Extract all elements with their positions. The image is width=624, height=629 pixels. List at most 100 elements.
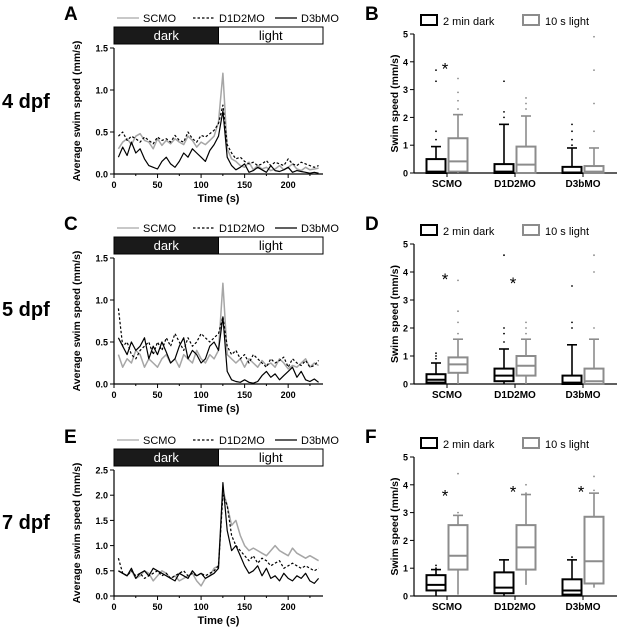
legend-label-light: 10 s light bbox=[545, 226, 589, 238]
box-chart-d: 2 min dark 10 s light 0 1 2 3 4 5 Swim speed (mm… bbox=[389, 224, 617, 401]
row-label-7dpf: 7 dpf bbox=[2, 512, 50, 534]
panel-letter-f: F bbox=[365, 427, 377, 448]
x-tick-label: 150 bbox=[237, 180, 252, 190]
outlier-point bbox=[593, 271, 595, 273]
y-tick-label: 5 bbox=[403, 30, 408, 40]
x-tick-label: 50 bbox=[153, 180, 163, 190]
outlier-point bbox=[571, 556, 573, 558]
outlier-point bbox=[525, 102, 527, 105]
legend-swatch-dark bbox=[420, 14, 438, 26]
outlier-point bbox=[503, 332, 505, 335]
phase-bar-light bbox=[218, 26, 324, 45]
y-tick-label: 1.5 bbox=[95, 516, 108, 526]
x-tick-label: 0 bbox=[111, 602, 116, 612]
legend-label-scmo: SCMO bbox=[143, 13, 176, 25]
box bbox=[493, 163, 515, 175]
y-tick-label: 0.0 bbox=[95, 170, 108, 180]
outlier-point bbox=[457, 77, 459, 80]
y-tick-label: 2.5 bbox=[95, 466, 108, 476]
box bbox=[447, 137, 469, 173]
legend-label-d3bmo: D3bMO bbox=[301, 223, 339, 235]
y-tick-label: 1 bbox=[403, 564, 408, 574]
outlier-point bbox=[503, 327, 505, 329]
y-axis-title: Average swim speed (mm/s) bbox=[71, 41, 83, 182]
outlier-point bbox=[571, 327, 573, 329]
x-axis-title: Time (s) bbox=[198, 615, 240, 627]
outlier-point bbox=[571, 321, 573, 324]
y-tick-label: 5 bbox=[403, 453, 408, 463]
x-tick-label: 150 bbox=[237, 390, 252, 400]
y-tick-label: 3 bbox=[403, 85, 408, 95]
category-label: D1D2MO bbox=[494, 602, 536, 613]
y-tick-label: 2 bbox=[403, 536, 408, 546]
legend-swatch-light bbox=[522, 224, 540, 236]
series-line-d3bmo bbox=[117, 316, 319, 384]
phase-label-light: light bbox=[259, 450, 283, 465]
outlier-point bbox=[593, 254, 595, 257]
significance-marker: * bbox=[442, 59, 449, 78]
x-tick-label: 50 bbox=[153, 390, 163, 400]
y-tick-label: 0 bbox=[403, 592, 408, 602]
significance-marker: * bbox=[510, 482, 517, 501]
legend-swatch-light bbox=[522, 14, 540, 26]
outlier-point bbox=[571, 123, 573, 126]
y-tick-label: 2 bbox=[403, 324, 408, 334]
y-tick-label: 1.5 bbox=[95, 44, 108, 54]
box bbox=[425, 158, 447, 175]
category-label: SCMO bbox=[432, 179, 462, 190]
phase-bar-light bbox=[218, 236, 324, 255]
category-label: D1D2MO bbox=[494, 390, 536, 401]
outlier-point bbox=[457, 321, 459, 324]
legend-label-d1d2mo: D1D2MO bbox=[219, 435, 265, 447]
series-line-d1d2mo bbox=[117, 104, 319, 168]
y-tick-label: 1.0 bbox=[95, 541, 108, 551]
y-tick-label: 5 bbox=[403, 240, 408, 250]
outlier-point bbox=[435, 352, 437, 355]
y-tick-label: 4 bbox=[403, 268, 408, 278]
box-chart-b: 2 min dark 10 s light 0 1 2 3 4 5 Swim speed (mm… bbox=[389, 14, 617, 190]
legend-label-dark: 2 min dark bbox=[443, 439, 495, 451]
y-axis-title: Swim speed (mm/s) bbox=[389, 54, 401, 152]
phase-label-dark: dark bbox=[154, 28, 180, 43]
legend-swatch-light bbox=[522, 437, 540, 449]
row-label-4dpf: 4 dpf bbox=[2, 91, 50, 113]
outlier-point bbox=[525, 108, 527, 110]
y-tick-label: 3 bbox=[403, 296, 408, 306]
line-chart-c: dark light SCMO D1D2MO D3bMO 0.0 0.5 1.0 1.5 0 50 1… bbox=[71, 223, 339, 415]
y-tick-label: 2 bbox=[403, 113, 408, 123]
outlier-point bbox=[593, 489, 595, 492]
phase-label-light: light bbox=[259, 28, 283, 43]
series-line-d3bmo bbox=[118, 482, 320, 585]
outlier-point bbox=[525, 97, 527, 99]
outlier-point bbox=[593, 327, 595, 329]
y-tick-label: 0.5 bbox=[95, 566, 108, 576]
box bbox=[583, 515, 605, 585]
outlier-point bbox=[525, 483, 527, 486]
phase-label-light: light bbox=[259, 238, 283, 253]
outlier-point bbox=[457, 472, 459, 475]
line-chart-e: dark light SCMO D1D2MO D3bMO 0.0 0.5 1.0 1.5 2.0 2… bbox=[71, 435, 339, 627]
outlier-point bbox=[457, 310, 459, 313]
category-label: SCMO bbox=[432, 602, 462, 613]
x-tick-label: 0 bbox=[111, 180, 116, 190]
box bbox=[515, 145, 537, 174]
box bbox=[583, 165, 605, 175]
phase-label-dark: dark bbox=[154, 450, 180, 465]
box bbox=[425, 574, 447, 592]
outlier-point bbox=[503, 254, 505, 257]
outlier-point bbox=[571, 138, 573, 141]
series-line-d3bmo bbox=[117, 110, 319, 174]
outlier-point bbox=[593, 130, 595, 133]
y-tick-label: 0.0 bbox=[95, 380, 108, 390]
panel-letter-d: D bbox=[365, 214, 379, 235]
y-tick-label: 1.0 bbox=[95, 296, 108, 306]
series-line-d1d2mo bbox=[117, 308, 320, 368]
x-tick-label: 200 bbox=[281, 390, 296, 400]
legend-label-dark: 2 min dark bbox=[443, 226, 495, 238]
x-tick-label: 100 bbox=[194, 180, 209, 190]
legend-label-d3bmo: D3bMO bbox=[301, 13, 339, 25]
phase-bar-light bbox=[218, 448, 324, 467]
x-tick-label: 0 bbox=[111, 390, 116, 400]
